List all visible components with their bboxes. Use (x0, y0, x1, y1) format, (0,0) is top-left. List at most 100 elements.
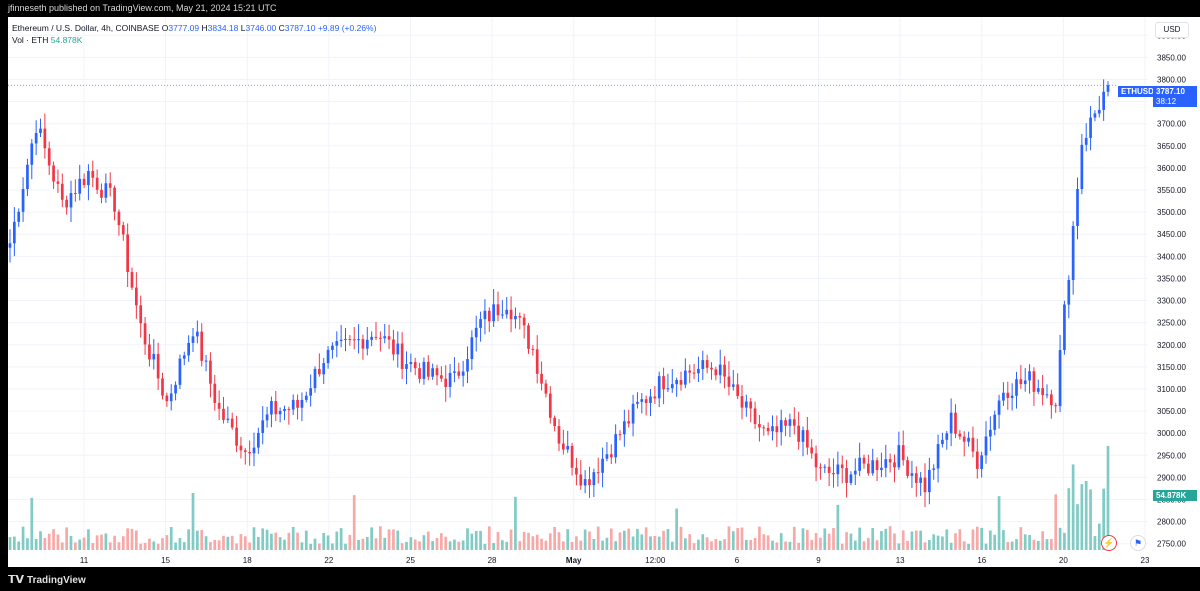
volume-bar (152, 541, 156, 550)
volume-bar (975, 526, 979, 550)
candle-body (479, 319, 482, 328)
candle-body (697, 368, 700, 374)
volume-bar (357, 539, 360, 550)
volume-bar (775, 542, 779, 550)
volume-bar (814, 533, 818, 550)
candle-body (156, 353, 160, 379)
candle-body (871, 460, 875, 474)
candle-body (919, 477, 922, 483)
price-tick-label: 3050.00 (1157, 407, 1186, 416)
volume-bar (143, 542, 147, 550)
volume-bar (792, 526, 796, 550)
candle-body (461, 371, 465, 376)
volume-bar (418, 541, 421, 550)
currency-button[interactable]: USD (1155, 22, 1189, 38)
volume-bar (287, 532, 291, 550)
candle-body (435, 368, 439, 376)
volume-bar (736, 528, 739, 550)
volume-bar (766, 535, 770, 550)
candle-body (352, 339, 356, 341)
candle-body (26, 164, 29, 190)
candle-body (932, 468, 936, 470)
candle-body (52, 165, 55, 182)
candle-body (174, 384, 177, 394)
tradingview-logo[interactable]: 𝗧𝗩 TradingView (8, 573, 86, 586)
volume-bar (640, 534, 644, 550)
candle-body (897, 445, 901, 468)
candle-body (535, 349, 539, 374)
volume-bar (631, 536, 635, 550)
candle-body (997, 400, 1001, 415)
volume-bar (919, 530, 922, 550)
volume-bar (731, 531, 735, 550)
volume-bar (479, 530, 482, 550)
candle-body (980, 455, 983, 469)
candle-body (413, 362, 417, 369)
volume-bar (562, 541, 565, 550)
volume-bar (1080, 484, 1084, 550)
volume-bar (623, 530, 626, 550)
candle-body (448, 372, 452, 387)
candle-body (335, 341, 339, 346)
volume-bar (897, 543, 901, 550)
price-tick-label: 3350.00 (1157, 274, 1186, 283)
volume-bar (322, 533, 326, 550)
candle-body (832, 472, 835, 475)
candle-body (1071, 226, 1075, 281)
us-flag-icon[interactable]: ⚑ (1130, 535, 1146, 551)
candle-body (426, 361, 430, 377)
candle-body (1002, 392, 1005, 401)
candle-body (1054, 405, 1058, 407)
volume-bar (862, 541, 866, 550)
price-axis[interactable] (1148, 17, 1200, 567)
price-tick-label: 3450.00 (1157, 230, 1186, 239)
price-tick-label: 3200.00 (1157, 341, 1186, 350)
candle-body (322, 363, 326, 375)
volume-bar (583, 529, 587, 550)
candle-body (797, 425, 800, 442)
candle-body (152, 353, 156, 360)
candle-body (745, 401, 748, 408)
candle-body (222, 408, 225, 420)
candle-body (1080, 144, 1084, 190)
candle-body (771, 426, 774, 432)
candle-body (217, 402, 221, 409)
flash-icon[interactable]: ⚡ (1101, 535, 1117, 551)
volume-bar (217, 540, 221, 550)
candle-body (971, 437, 975, 452)
candle-body (261, 420, 265, 433)
volume-bar (365, 537, 369, 550)
candle-body (265, 414, 269, 421)
price-tick-label: 3150.00 (1157, 363, 1186, 372)
volume-bar (331, 543, 334, 550)
volume-bar (910, 531, 914, 550)
volume-bar (884, 528, 888, 550)
volume-bar (666, 529, 670, 550)
countdown-badge: 38:12 (1153, 96, 1197, 107)
volume-bar (69, 535, 73, 550)
candle-body (387, 336, 391, 340)
time-tick-label: 22 (324, 556, 333, 565)
candle-body (614, 434, 617, 458)
candle-body (331, 345, 334, 350)
candle-body (21, 189, 25, 212)
candle-body (727, 376, 731, 387)
volume-bar (727, 526, 731, 550)
candle-body (553, 417, 556, 427)
candle-body (518, 315, 522, 318)
candle-body (318, 368, 321, 375)
volume-bar (431, 541, 434, 550)
volume-bar (461, 540, 465, 550)
candle-body (814, 453, 818, 468)
candle-body (213, 383, 217, 403)
volume-bar (1045, 539, 1049, 550)
candle-body (583, 479, 587, 486)
volume-bar (1058, 527, 1062, 550)
candle-body (209, 360, 212, 384)
candle-body (806, 430, 809, 448)
candle-body (836, 464, 840, 475)
candle-body (13, 221, 16, 244)
volume-bar (352, 495, 356, 550)
volume-bar (527, 532, 530, 550)
chart-plot-area[interactable] (8, 17, 1148, 567)
